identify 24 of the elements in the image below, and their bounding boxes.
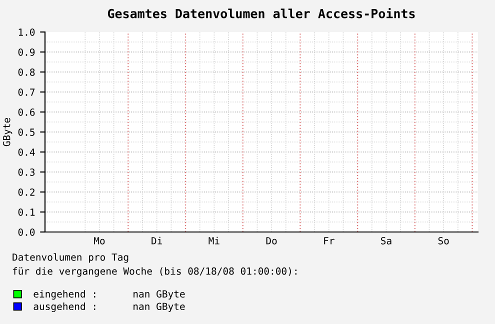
y-tick-label: 0.4 [18, 148, 35, 156]
y-tick-label: 0.7 [18, 88, 35, 96]
x-tick-label: Sa [381, 237, 392, 244]
legend-label: eingehend : nan GByte [34, 290, 185, 300]
y-tick-label: 1.0 [18, 28, 35, 36]
text: für die vergangene Woche (bis 08/18/08 01:00:00): [12, 267, 296, 277]
y-tick-label: 0.9 [18, 48, 35, 56]
y-axis-title: GByte [2, 118, 12, 146]
y-tick-label: 0.1 [18, 208, 35, 216]
x-tick-label: Fr [324, 237, 334, 244]
legend-label: ausgehend : nan GByte [34, 302, 185, 312]
text: Datenvolumen pro Tag [12, 253, 128, 263]
x-tick-label: Mo [94, 237, 105, 244]
x-tick-label: Di [152, 236, 162, 244]
y-tick-label: 0.5 [18, 128, 34, 136]
y-tick-label: 0.8 [18, 68, 35, 76]
y-tick-label: 0.0 [18, 228, 35, 236]
chart-title: Gesamtes Datenvolumen aller Access-Points [108, 8, 415, 18]
y-tick-label: 0.2 [18, 188, 34, 196]
y-tick-label: 0.6 [18, 108, 35, 116]
x-tick-label: Mi [208, 236, 220, 244]
x-tick-label: So [438, 237, 449, 244]
y-tick-label: 0.3 [18, 168, 35, 176]
x-tick-label: Do [266, 237, 277, 244]
